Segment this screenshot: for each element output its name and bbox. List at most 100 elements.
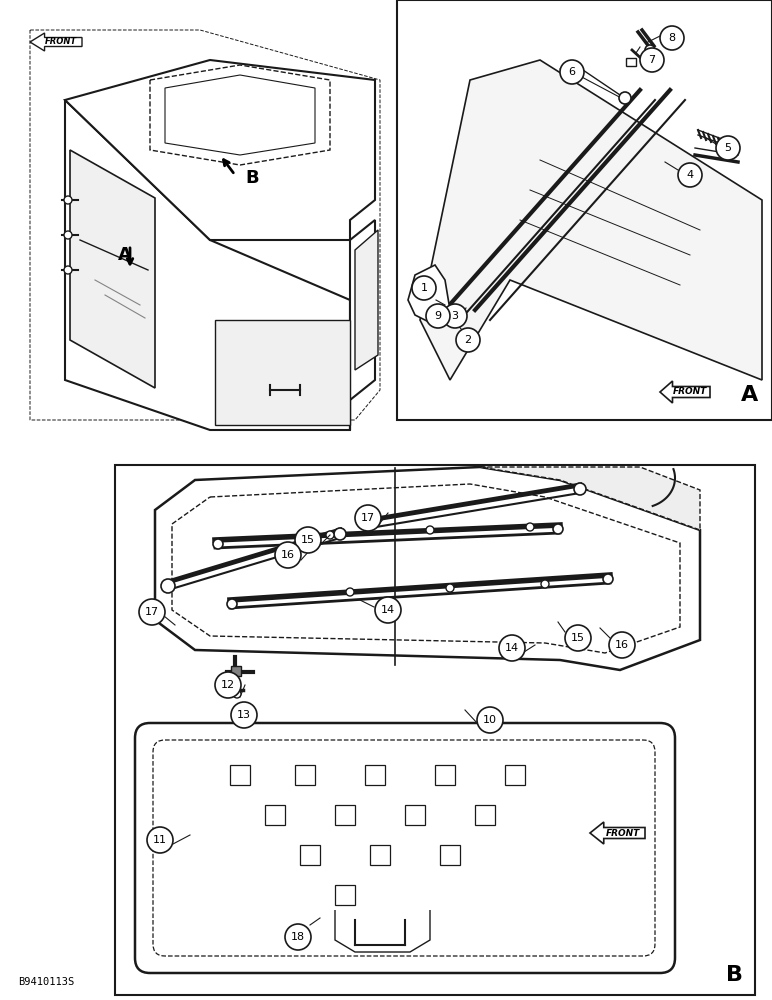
Bar [405, 805, 425, 825]
Text: 4: 4 [686, 170, 693, 180]
Polygon shape [408, 265, 450, 325]
Polygon shape [355, 230, 378, 370]
Polygon shape [65, 60, 375, 240]
Circle shape [285, 924, 311, 950]
Circle shape [147, 827, 173, 853]
Text: 16: 16 [615, 640, 629, 650]
Circle shape [446, 584, 454, 592]
Circle shape [716, 136, 740, 160]
Circle shape [275, 542, 301, 568]
Circle shape [215, 672, 241, 698]
Polygon shape [660, 381, 710, 403]
Text: 10: 10 [483, 715, 497, 725]
Circle shape [574, 483, 586, 495]
Bar [440, 845, 460, 865]
Circle shape [139, 599, 165, 625]
Circle shape [619, 92, 631, 104]
Text: 9: 9 [435, 311, 442, 321]
Text: 5: 5 [724, 143, 732, 153]
Bar [435, 765, 455, 785]
Circle shape [364, 518, 376, 530]
Circle shape [375, 597, 401, 623]
Text: B: B [726, 965, 743, 985]
Text: 15: 15 [301, 535, 315, 545]
Text: A: A [741, 385, 759, 405]
Bar [335, 805, 355, 825]
Circle shape [541, 580, 549, 588]
Text: 13: 13 [237, 710, 251, 720]
Bar [265, 805, 285, 825]
Circle shape [553, 524, 563, 534]
Text: FRONT: FRONT [606, 828, 640, 838]
Bar [300, 845, 320, 865]
Circle shape [64, 231, 72, 239]
Text: 14: 14 [381, 605, 395, 615]
Circle shape [526, 523, 534, 531]
Text: 2: 2 [465, 335, 472, 345]
Circle shape [231, 702, 257, 728]
Circle shape [640, 48, 664, 72]
Bar [505, 765, 525, 785]
Text: 17: 17 [145, 607, 159, 617]
Circle shape [346, 588, 354, 596]
Circle shape [678, 163, 702, 187]
Circle shape [64, 266, 72, 274]
Polygon shape [420, 60, 762, 380]
Circle shape [213, 539, 223, 549]
Circle shape [161, 579, 175, 593]
Circle shape [456, 328, 480, 352]
Text: 6: 6 [568, 67, 575, 77]
Text: FRONT: FRONT [673, 387, 707, 396]
Bar [231, 666, 241, 676]
Bar [335, 885, 355, 905]
Bar [230, 765, 250, 785]
Bar [365, 765, 385, 785]
Circle shape [64, 196, 72, 204]
Polygon shape [70, 150, 155, 388]
Polygon shape [30, 33, 82, 51]
Circle shape [443, 304, 467, 328]
Text: FRONT: FRONT [45, 37, 77, 46]
Text: A: A [118, 246, 132, 264]
Bar [115, 465, 755, 995]
Circle shape [426, 526, 434, 534]
Circle shape [660, 26, 684, 50]
Circle shape [412, 276, 436, 300]
Text: 17: 17 [361, 513, 375, 523]
Circle shape [565, 625, 591, 651]
Polygon shape [590, 822, 645, 844]
Text: B: B [245, 169, 259, 187]
Text: 3: 3 [452, 311, 459, 321]
Text: 12: 12 [221, 680, 235, 690]
Bar [397, 0, 772, 420]
Polygon shape [155, 467, 700, 670]
Circle shape [645, 45, 655, 55]
Text: 15: 15 [571, 633, 585, 643]
Circle shape [477, 707, 503, 733]
Text: 11: 11 [153, 835, 167, 845]
FancyBboxPatch shape [135, 723, 675, 973]
Circle shape [560, 60, 584, 84]
Polygon shape [215, 320, 350, 425]
Circle shape [326, 531, 334, 539]
Circle shape [499, 635, 525, 661]
Text: 18: 18 [291, 932, 305, 942]
Bar [475, 805, 495, 825]
Circle shape [426, 304, 450, 328]
Text: 7: 7 [648, 55, 655, 65]
Bar [626, 58, 636, 66]
Circle shape [603, 574, 613, 584]
Text: 1: 1 [421, 283, 428, 293]
Circle shape [609, 632, 635, 658]
Circle shape [334, 528, 346, 540]
Text: 8: 8 [669, 33, 676, 43]
Polygon shape [65, 100, 350, 430]
Text: 14: 14 [505, 643, 519, 653]
Text: B9410113S: B9410113S [18, 977, 74, 987]
Text: 16: 16 [281, 550, 295, 560]
Polygon shape [350, 220, 375, 430]
Bar [370, 845, 390, 865]
Circle shape [355, 505, 381, 531]
Circle shape [295, 527, 321, 553]
Polygon shape [480, 467, 700, 530]
